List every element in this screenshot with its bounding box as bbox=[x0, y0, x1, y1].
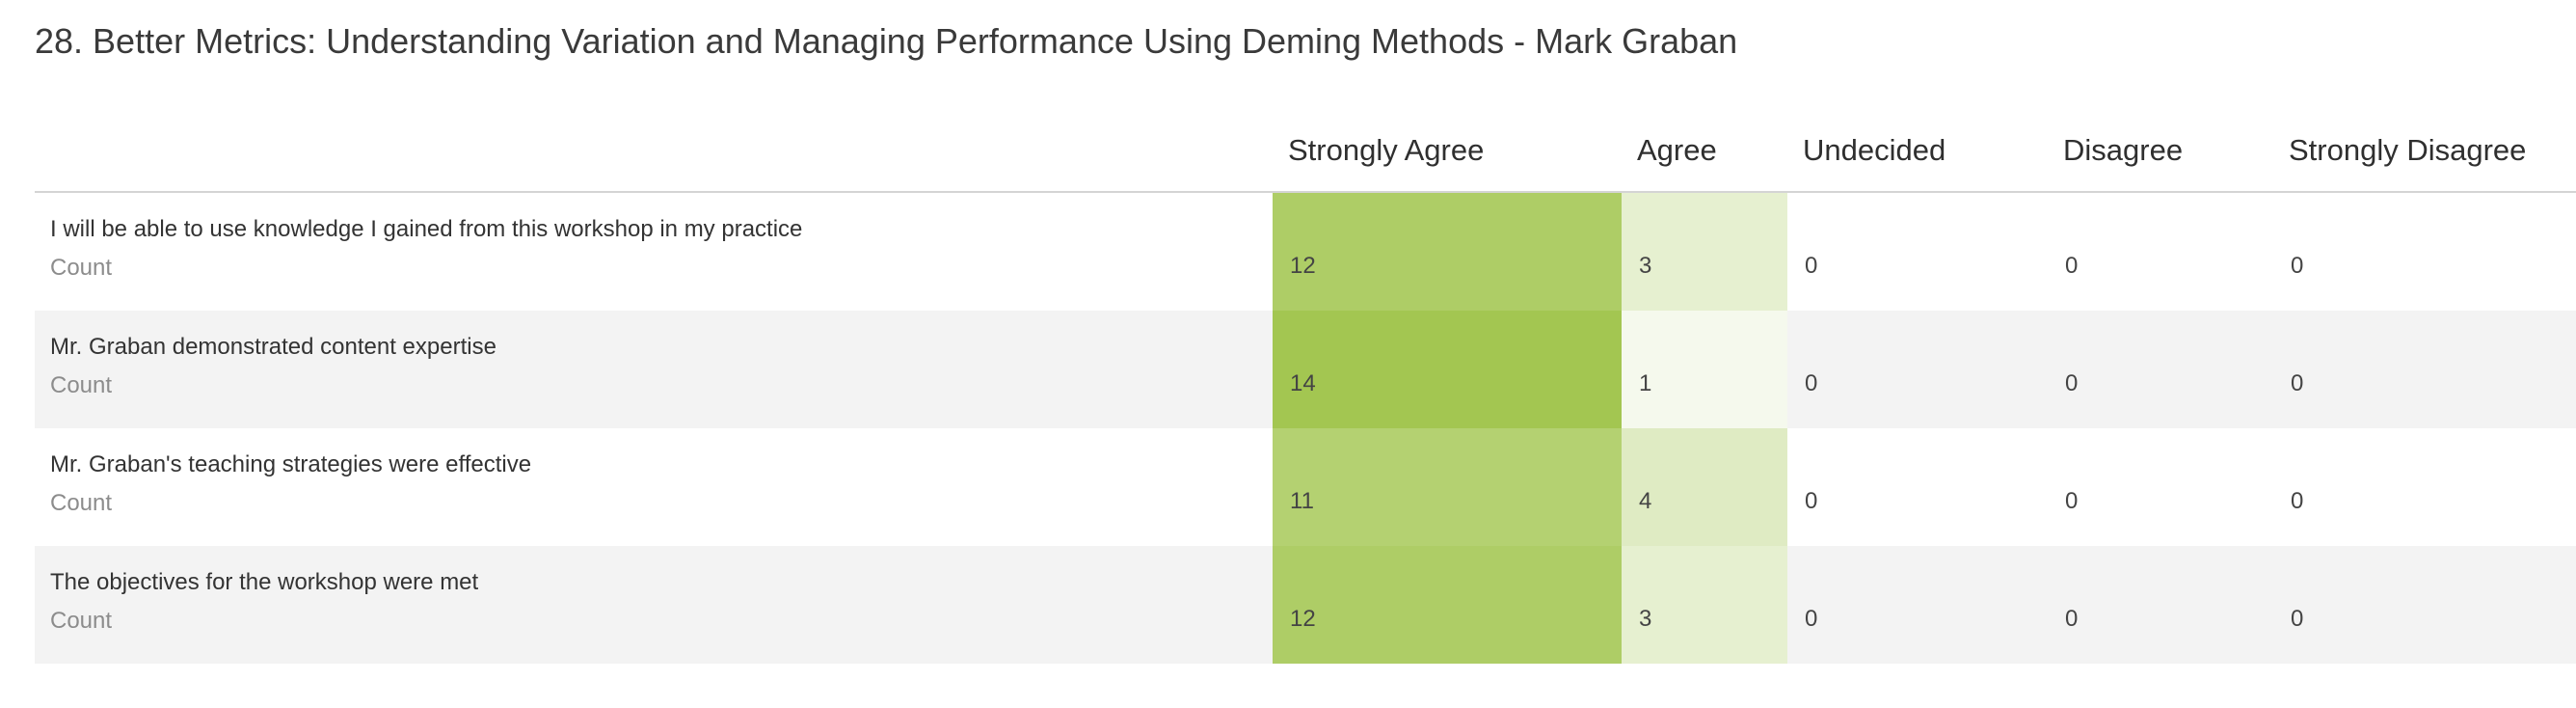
column-header-strongly-agree: Strongly Agree bbox=[1288, 133, 1485, 167]
table-body: I will be able to use knowledge I gained… bbox=[35, 193, 2576, 664]
value-text: 0 bbox=[1805, 253, 1818, 279]
value-text: 0 bbox=[2065, 606, 2079, 632]
column-header-agree: Agree bbox=[1637, 133, 1717, 167]
value-text: 0 bbox=[2291, 606, 2304, 632]
table-header: Strongly Agree Agree Undecided Disagree … bbox=[35, 122, 2576, 193]
table-row: The objectives for the workshop were met… bbox=[35, 546, 2576, 664]
value-cell: 0 bbox=[2048, 311, 2273, 428]
value-cell: 0 bbox=[1787, 546, 2048, 664]
question-text: Mr. Graban demonstrated content expertis… bbox=[50, 334, 496, 360]
value-text: 1 bbox=[1639, 370, 1652, 396]
value-text: 3 bbox=[1639, 253, 1652, 279]
column-header-disagree: Disagree bbox=[2063, 133, 2184, 167]
question-text: The objectives for the workshop were met bbox=[50, 569, 479, 595]
value-text: 0 bbox=[1805, 606, 1818, 632]
value-cell: 4 bbox=[1622, 428, 1787, 546]
value-cell: 0 bbox=[1787, 193, 2048, 311]
value-text: 3 bbox=[1639, 606, 1652, 632]
count-label: Count bbox=[50, 372, 113, 398]
value-text: 4 bbox=[1639, 488, 1652, 514]
table-row: Mr. Graban's teaching strategies were ef… bbox=[35, 428, 2576, 546]
value-text: 0 bbox=[2065, 253, 2079, 279]
value-cell: 0 bbox=[2273, 193, 2576, 311]
question-cell: Mr. Graban's teaching strategies were ef… bbox=[35, 428, 1273, 546]
value-cell: 0 bbox=[2048, 428, 2273, 546]
value-text: 11 bbox=[1290, 488, 1314, 514]
value-cell: 12 bbox=[1273, 546, 1622, 664]
value-cell: 11 bbox=[1273, 428, 1622, 546]
page-title: 28. Better Metrics: Understanding Variat… bbox=[35, 21, 1738, 61]
value-text: 14 bbox=[1290, 370, 1316, 396]
question-text: Mr. Graban's teaching strategies were ef… bbox=[50, 451, 532, 477]
count-label: Count bbox=[50, 490, 113, 516]
value-text: 12 bbox=[1290, 606, 1316, 632]
value-cell: 0 bbox=[1787, 428, 2048, 546]
value-text: 0 bbox=[2065, 370, 2079, 396]
value-cell: 0 bbox=[2048, 193, 2273, 311]
value-text: 0 bbox=[2291, 370, 2304, 396]
table-row: Mr. Graban demonstrated content expertis… bbox=[35, 311, 2576, 428]
value-cell: 14 bbox=[1273, 311, 1622, 428]
value-text: 0 bbox=[2291, 253, 2304, 279]
question-text: I will be able to use knowledge I gained… bbox=[50, 216, 803, 242]
column-header-strongly-disagree: Strongly Disagree bbox=[2289, 133, 2527, 167]
value-cell: 0 bbox=[2273, 428, 2576, 546]
question-cell: Mr. Graban demonstrated content expertis… bbox=[35, 311, 1273, 428]
value-cell: 0 bbox=[2048, 546, 2273, 664]
table-row: I will be able to use knowledge I gained… bbox=[35, 193, 2576, 311]
value-cell: 12 bbox=[1273, 193, 1622, 311]
value-cell: 3 bbox=[1622, 546, 1787, 664]
value-text: 0 bbox=[1805, 370, 1818, 396]
count-label: Count bbox=[50, 255, 113, 281]
value-cell: 3 bbox=[1622, 193, 1787, 311]
survey-results-table: Strongly Agree Agree Undecided Disagree … bbox=[35, 122, 2576, 664]
value-cell: 0 bbox=[1787, 311, 2048, 428]
count-label: Count bbox=[50, 608, 113, 634]
value-text: 12 bbox=[1290, 253, 1316, 279]
value-cell: 0 bbox=[2273, 311, 2576, 428]
column-header-undecided: Undecided bbox=[1803, 133, 1946, 167]
question-cell: The objectives for the workshop were met… bbox=[35, 546, 1273, 664]
value-text: 0 bbox=[1805, 488, 1818, 514]
value-text: 0 bbox=[2065, 488, 2079, 514]
value-cell: 1 bbox=[1622, 311, 1787, 428]
value-cell: 0 bbox=[2273, 546, 2576, 664]
question-cell: I will be able to use knowledge I gained… bbox=[35, 193, 1273, 311]
value-text: 0 bbox=[2291, 488, 2304, 514]
